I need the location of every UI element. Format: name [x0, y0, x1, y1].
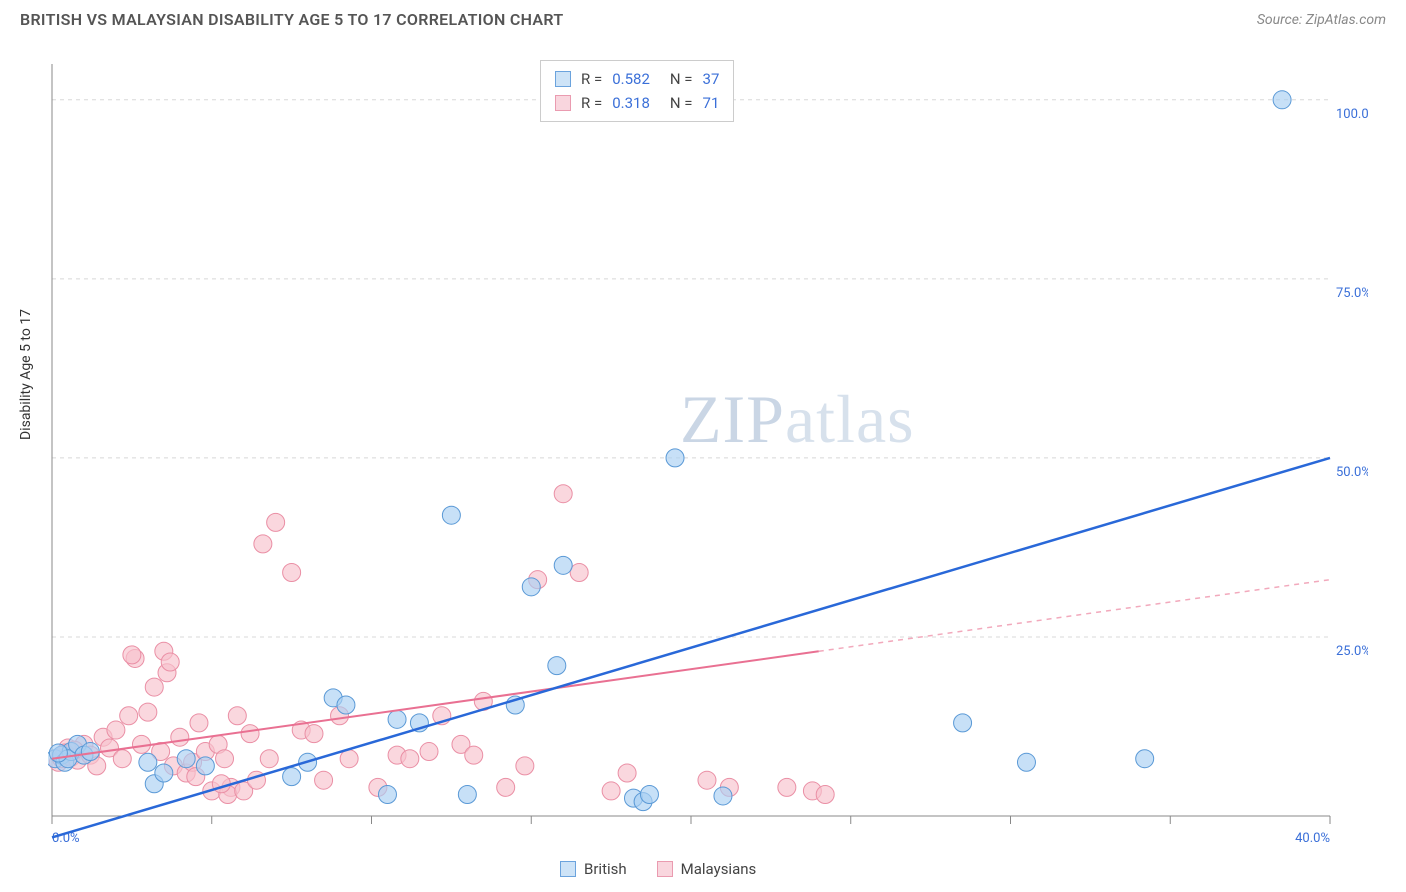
swatch-pink	[555, 95, 571, 111]
scatter-chart: 25.0%50.0%75.0%100.0%0.0%40.0%	[48, 60, 1368, 850]
legend-item-malay: Malaysians	[657, 860, 757, 878]
r-label: R =	[581, 91, 602, 115]
swatch-blue	[555, 71, 571, 87]
legend-item-british: British	[560, 860, 627, 878]
n-value-british: 37	[703, 67, 720, 91]
r-value-british: 0.582	[612, 67, 650, 91]
y-axis-label: Disability Age 5 to 17	[18, 309, 34, 440]
n-value-malay: 71	[703, 91, 720, 115]
n-label: N =	[670, 67, 693, 91]
legend-label-british: British	[584, 860, 627, 878]
legend-row-british: R = 0.582 N = 37	[555, 67, 719, 91]
chart-title: BRITISH VS MALAYSIAN DISABILITY AGE 5 TO…	[20, 10, 563, 29]
r-label: R =	[581, 67, 602, 91]
swatch-blue	[560, 861, 576, 877]
legend-label-malay: Malaysians	[681, 860, 757, 878]
source-label: Source: ZipAtlas.com	[1257, 12, 1386, 28]
swatch-pink	[657, 861, 673, 877]
chart-container: 25.0%50.0%75.0%100.0%0.0%40.0%	[48, 60, 1368, 840]
svg-text:50.0%: 50.0%	[1336, 465, 1368, 480]
legend-row-malay: R = 0.318 N = 71	[555, 91, 719, 115]
correlation-legend: R = 0.582 N = 37 R = 0.318 N = 71	[540, 60, 734, 122]
series-legend: British Malaysians	[560, 860, 756, 878]
svg-text:100.0%: 100.0%	[1336, 107, 1368, 122]
n-label: N =	[670, 91, 693, 115]
r-value-malay: 0.318	[612, 91, 650, 115]
svg-text:75.0%: 75.0%	[1336, 286, 1368, 301]
svg-text:25.0%: 25.0%	[1336, 644, 1368, 659]
svg-text:40.0%: 40.0%	[1295, 831, 1330, 846]
